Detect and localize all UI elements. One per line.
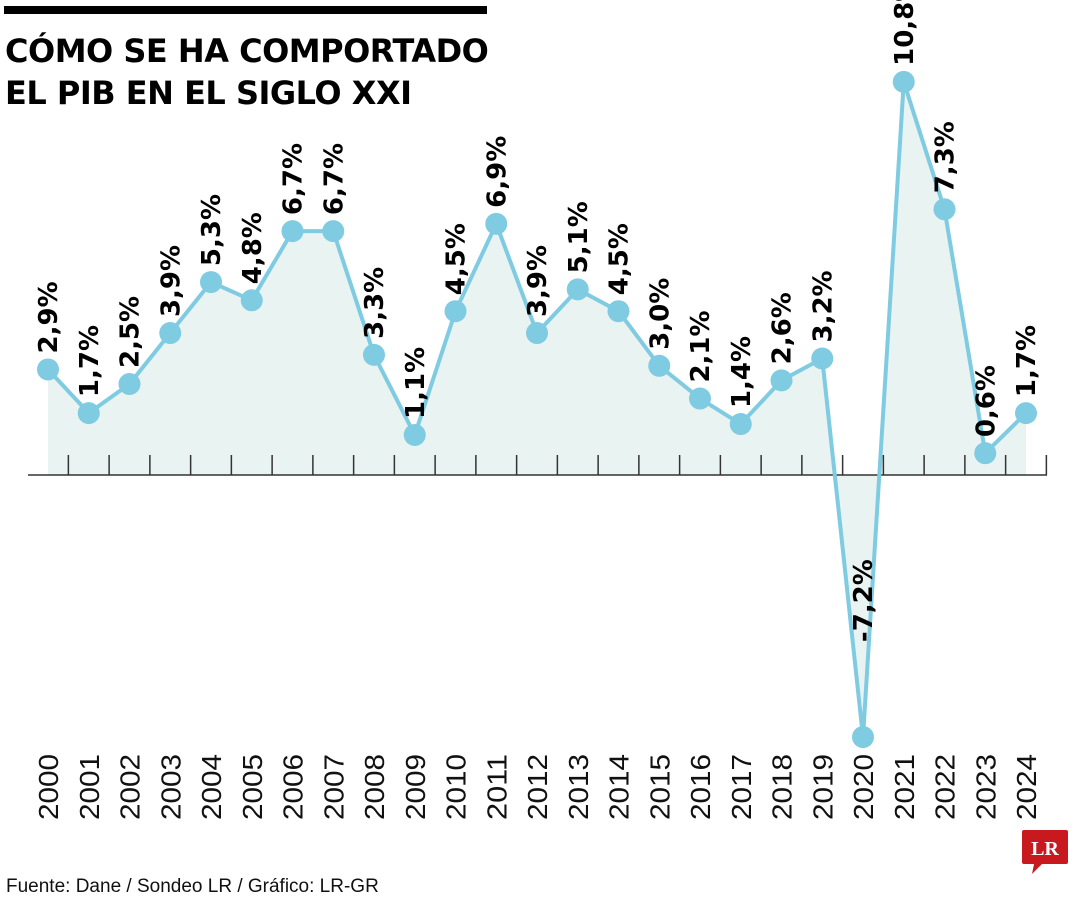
- x-tick-label-2002: 2002: [115, 754, 146, 820]
- data-label-2001: 1,7%: [75, 325, 105, 397]
- data-point-2000: [37, 358, 59, 381]
- data-label-2023: 0,6%: [971, 365, 1001, 437]
- x-tick-label-2019: 2019: [807, 754, 838, 820]
- data-label-2003: 3,9%: [156, 245, 186, 317]
- x-tick-label-2012: 2012: [522, 754, 553, 820]
- x-tick-label-2011: 2011: [481, 754, 512, 820]
- data-point-2008: [363, 343, 385, 366]
- x-tick-label-2018: 2018: [767, 754, 798, 820]
- data-point-2022: [933, 198, 956, 221]
- x-tick-label-2004: 2004: [196, 754, 227, 820]
- data-label-2020: -7,2%: [849, 559, 879, 642]
- x-tick-label-2021: 2021: [889, 754, 920, 820]
- lr-logo: LR: [1022, 830, 1068, 874]
- chart-title: CÓMO SE HA COMPORTADO EL PIB EN EL SIGLO…: [5, 30, 489, 114]
- x-tick-label-2023: 2023: [970, 754, 1001, 820]
- data-point-2009: [403, 423, 426, 446]
- data-label-2019: 3,2%: [808, 270, 838, 342]
- data-label-2021: 10,8%: [890, 0, 920, 66]
- title-line-2: EL PIB EN EL SIGLO XXI: [5, 74, 412, 112]
- data-point-2016: [689, 387, 711, 410]
- x-tick-label-2001: 2001: [74, 754, 105, 820]
- data-point-2002: [118, 373, 141, 395]
- data-label-2024: 1,7%: [1012, 325, 1042, 397]
- data-label-2014: 4,5%: [605, 223, 635, 295]
- data-label-2009: 1,1%: [401, 347, 431, 419]
- data-point-2003: [159, 322, 182, 345]
- data-label-2008: 3,3%: [360, 267, 390, 339]
- data-point-2015: [648, 354, 671, 377]
- x-tick-label-2006: 2006: [278, 754, 309, 820]
- data-label-2013: 5,1%: [564, 201, 594, 273]
- data-label-2004: 5,3%: [197, 194, 227, 266]
- data-point-2021: [892, 70, 915, 93]
- data-label-2002: 2,5%: [116, 296, 146, 368]
- data-point-2001: [77, 402, 100, 425]
- data-label-2017: 1,4%: [727, 336, 757, 408]
- data-label-2011: 6,9%: [482, 136, 512, 208]
- x-tick-label-2007: 2007: [318, 754, 349, 820]
- data-point-2017: [729, 413, 752, 436]
- data-label-2006: 6,7%: [279, 143, 309, 215]
- title-rule: [4, 6, 487, 14]
- data-label-2018: 2,6%: [768, 292, 798, 364]
- x-tick-label-2024: 2024: [1011, 754, 1042, 820]
- data-label-2007: 6,7%: [319, 143, 349, 215]
- data-point-2004: [200, 271, 222, 294]
- x-tick-label-2014: 2014: [604, 754, 635, 820]
- x-tick-label-2003: 2003: [155, 754, 186, 820]
- data-label-2022: 7,3%: [931, 121, 961, 193]
- x-tick-label-2015: 2015: [644, 754, 675, 820]
- x-tick-label-2016: 2016: [685, 754, 716, 820]
- x-tick-label-2005: 2005: [237, 754, 268, 820]
- x-tick-label-2020: 2020: [848, 754, 879, 820]
- data-point-2014: [607, 300, 630, 323]
- data-label-2016: 2,1%: [686, 310, 716, 382]
- data-point-2006: [281, 220, 304, 243]
- title-line-1: CÓMO SE HA COMPORTADO: [5, 32, 489, 70]
- x-tick-label-2000: 2000: [33, 754, 64, 820]
- data-point-2018: [770, 369, 793, 392]
- x-tick-label-2017: 2017: [726, 754, 757, 820]
- data-label-2005: 4,8%: [238, 212, 268, 284]
- svg-text:LR: LR: [1031, 838, 1059, 860]
- data-point-2019: [811, 347, 834, 370]
- x-tick-label-2013: 2013: [563, 754, 594, 820]
- data-point-2011: [485, 212, 508, 235]
- data-label-2000: 2,9%: [34, 281, 64, 353]
- area-fill: [48, 81, 1026, 738]
- data-point-2020: [852, 726, 874, 749]
- data-point-2005: [240, 289, 263, 312]
- data-point-2012: [526, 322, 548, 345]
- data-point-2024: [1015, 402, 1037, 425]
- x-tick-label-2010: 2010: [441, 754, 472, 820]
- data-label-2012: 3,9%: [523, 245, 553, 317]
- data-point-2010: [444, 300, 467, 323]
- source-note: Fuente: Dane / Sondeo LR / Gráfico: LR-G…: [6, 876, 379, 897]
- data-point-2013: [566, 278, 589, 301]
- data-point-2007: [322, 220, 345, 243]
- x-tick-label-2009: 2009: [400, 754, 431, 820]
- x-tick-label-2022: 2022: [930, 754, 961, 820]
- data-point-2023: [974, 442, 997, 465]
- data-label-2015: 3,0%: [645, 278, 675, 350]
- data-label-2010: 4,5%: [442, 223, 472, 295]
- x-tick-label-2008: 2008: [359, 754, 390, 820]
